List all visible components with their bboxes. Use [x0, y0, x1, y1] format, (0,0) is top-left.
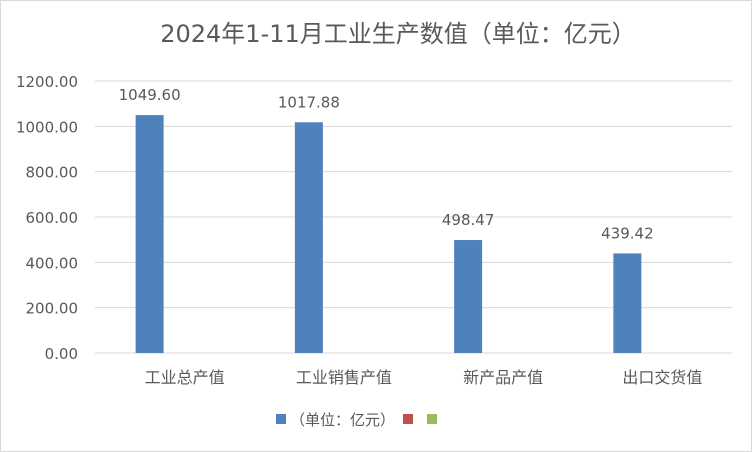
x-tick-label: 工业总产值 [145, 368, 225, 387]
y-tick-label: 200.00 [26, 300, 79, 318]
legend-swatch [276, 414, 286, 424]
y-tick-label: 400.00 [26, 254, 79, 272]
x-tick-label: 工业销售产值 [296, 368, 392, 387]
legend-swatch [427, 414, 438, 424]
y-tick-label: 800.00 [26, 164, 79, 182]
y-tick-label: 1200.00 [16, 73, 78, 91]
data-label: 1017.88 [278, 93, 340, 111]
y-tick-label: 600.00 [26, 209, 79, 227]
y-tick-label: 0.00 [45, 345, 78, 363]
legend-label: （单位：亿元） [290, 411, 395, 429]
bar [294, 122, 323, 353]
data-label: 1049.60 [119, 86, 181, 104]
x-tick-label: 出口交货值 [622, 368, 702, 387]
bar [613, 253, 642, 353]
y-tick-label: 1000.00 [16, 118, 78, 136]
legend-swatch [403, 414, 414, 424]
x-tick-label: 新产品产值 [463, 368, 543, 387]
chart-title: 2024年1-11月工业生产数值（单位：亿元） [160, 20, 636, 48]
bar [135, 115, 164, 353]
data-label: 498.47 [442, 211, 495, 229]
data-label: 439.42 [601, 224, 654, 242]
bar [454, 240, 483, 353]
